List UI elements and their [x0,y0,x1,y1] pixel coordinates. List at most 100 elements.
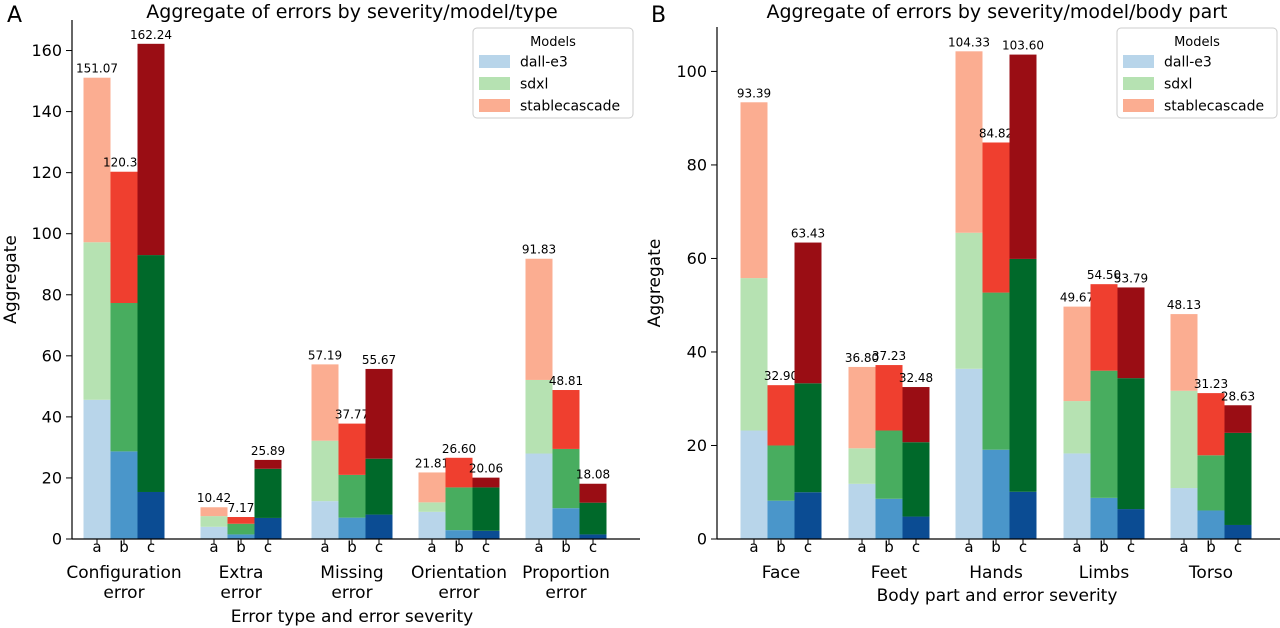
severity-label: c [375,538,383,556]
bar-segment-dall-e3 [982,449,1010,539]
severity-label: b [347,538,357,556]
severity-label: c [804,538,812,556]
severity-label: a [320,538,329,556]
bar-segment-dall-e3 [472,530,500,539]
severity-label: b [1099,538,1109,556]
group-label-line: Extra [219,563,264,583]
severity-label: c [482,538,490,556]
bar-segment-stablecascade [579,483,607,503]
legend: Models dall-e3 sdxl stablecascade [1116,27,1278,119]
severity-label: c [264,538,272,556]
severity-label: c [1234,538,1242,556]
bar-segment-stablecascade [552,390,580,449]
bar-segment-sdxl [1197,455,1225,511]
bar-segment-dall-e3 [1117,509,1145,539]
bar-segment-stablecascade [1117,287,1145,379]
bar-total-label: 103.60 [1002,39,1044,53]
bar-segment-stablecascade [525,258,553,380]
y-tick-label: 160 [31,41,62,60]
bar-segment-dall-e3 [740,430,768,539]
bar-segment-sdxl [1090,370,1118,498]
bar-segment-sdxl [552,448,580,509]
bar-total-label: 20.06 [469,462,503,476]
severity-label: b [1206,538,1216,556]
severity-label: c [147,538,155,556]
bar-segment-sdxl [418,502,446,512]
bar-segment-stablecascade [848,366,876,449]
bar-segment-dall-e3 [1090,497,1118,539]
bar-segment-dall-e3 [902,516,930,539]
group-label-line: Limbs [1079,563,1130,583]
bar-segment-sdxl [955,232,983,369]
severity-label: b [454,538,464,556]
bar-segment-sdxl [200,516,228,527]
bar-segment-sdxl [445,487,473,531]
bar-total-label: 120.33 [103,156,145,170]
bar-segment-dall-e3 [1009,491,1037,539]
bar-segment-stablecascade [740,102,768,279]
legend-swatch-stablecascade [479,99,510,112]
group-label: Hands [969,563,1023,583]
bar-total-label: 84.82 [979,126,1013,140]
legend-entry-dall-e3: dall-e3 [1164,55,1212,71]
bar-segment-dall-e3 [227,534,255,539]
group-label-line: Orientation [411,563,507,583]
bar-segment-dall-e3 [137,491,165,539]
legend-swatch-stablecascade [1123,99,1154,112]
legend-swatch-dall-e3 [479,55,510,68]
legend-entry-stablecascade: stablecascade [520,99,620,115]
bar-segment-stablecascade [227,517,255,524]
bar-segment-dall-e3 [110,451,138,539]
y-tick-label: 80 [687,155,707,174]
y-axis-label: Aggregate [1,235,21,324]
group-label: Missing error [320,563,383,603]
group-label: Torso [1188,563,1233,583]
bar-total-label: 63.43 [791,227,825,241]
bar-segment-sdxl [794,383,822,493]
group-label-line: Configuration [66,563,181,583]
bar-segment-sdxl [338,474,366,518]
bar-segment-stablecascade [254,459,282,469]
bar-segment-sdxl [1170,390,1198,489]
bar-segment-dall-e3 [200,526,228,539]
bar-segment-dall-e3 [875,498,903,539]
severity-label: b [884,538,894,556]
group-label-line: error [438,583,479,603]
chart-title: Aggregate of errors by severity/model/ty… [146,1,557,23]
bar-segment-sdxl [254,468,282,518]
legend-entry-sdxl: sdxl [520,77,548,93]
bar-segment-stablecascade [1090,284,1118,371]
bar-segment-dall-e3 [365,514,393,539]
bar-segment-stablecascade [418,472,446,503]
bar-segment-stablecascade [110,171,138,304]
bar-segment-dall-e3 [418,511,446,539]
severity-label: a [1072,538,1081,556]
legend-entry-stablecascade: stablecascade [1164,99,1264,115]
bar-total-label: 91.83 [522,243,556,257]
legend-entry-sdxl: sdxl [1164,77,1192,93]
bar-total-label: 49.67 [1060,291,1094,305]
group-label: Extra error [219,563,264,603]
group-label-line: error [220,583,261,603]
bar-segment-sdxl [1009,258,1037,492]
bar-segment-stablecascade [794,242,822,384]
group-label-line: Hands [969,563,1023,583]
legend-box [472,27,634,119]
group-label-line: Face [762,563,800,583]
group-label: Proportion error [522,563,610,603]
panel-b: B Aggregate of errors by severity/model/b… [645,1,1280,606]
group-label-line: Feet [871,563,908,583]
y-tick-label: 120 [31,163,62,182]
severity-label: a [964,538,973,556]
panel-a: A Aggregate of errors by severity/model/t… [1,1,640,627]
legend-box [1116,27,1278,119]
bar-segment-stablecascade [311,364,339,441]
severity-label: b [119,538,129,556]
bar-segment-stablecascade [365,368,393,459]
bar-segment-dall-e3 [1170,488,1198,539]
legend-entry-dall-e3: dall-e3 [520,55,568,71]
severity-label: a [534,538,543,556]
bar-segment-stablecascade [1009,54,1037,259]
severity-label: b [991,538,1001,556]
